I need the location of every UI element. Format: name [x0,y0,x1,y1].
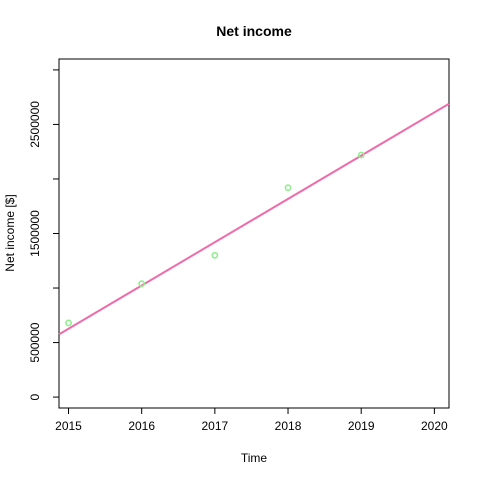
y-axis: 0 500000 1500000 2500000 [28,69,59,400]
plot-marks [58,102,450,336]
x-axis-label: Time [241,451,268,465]
trend-line [58,102,450,336]
x-tick-label: 2019 [348,419,375,433]
x-tick-label: 2017 [202,419,229,433]
x-axis: 2015 2016 2017 2018 2019 2020 [55,408,448,433]
x-tick-label: 2020 [421,419,448,433]
chart-title: Net income [216,23,292,39]
data-point [65,319,72,327]
plot-frame [58,58,450,409]
data-point [284,184,292,192]
x-tick-label: 2018 [275,419,302,433]
y-tick-label: 1500000 [28,210,42,257]
x-tick-label: 2015 [55,419,82,433]
y-axis-label: Net income [$] [3,194,17,271]
data-point [357,151,365,159]
x-tick-label: 2016 [128,419,155,433]
y-tick-label: 500000 [28,322,42,362]
y-tick-label: 2500000 [28,101,42,148]
data-point [138,280,146,288]
y-tick-label: 0 [28,393,42,400]
data-point [211,251,219,259]
